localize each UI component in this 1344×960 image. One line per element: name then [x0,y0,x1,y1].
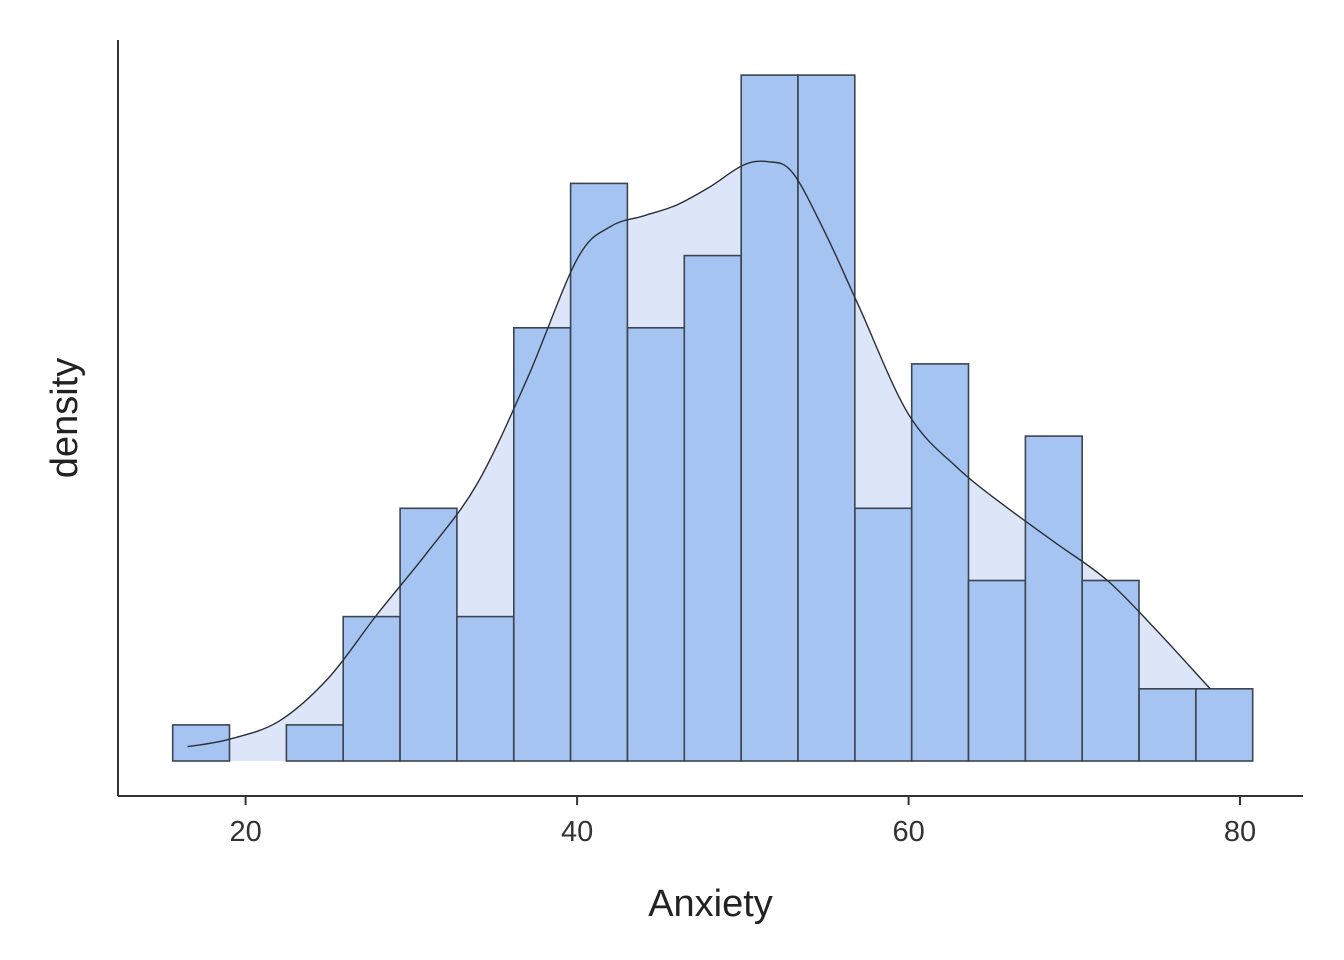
histogram-bar-8 [569,182,629,762]
histogram-bar-3 [285,724,344,762]
axes-layer [117,40,1303,797]
x-ticks-layer: 20 40 60 80 [229,796,1256,848]
x-axis-title: Anxiety [648,883,773,925]
histogram-bar-1 [171,724,231,762]
x-tick-label-20: 20 [229,816,261,848]
histogram-bar-14 [910,363,970,762]
bars-layer [171,74,1254,762]
histogram-bar-13 [854,507,913,762]
histogram-bar-19 [1195,687,1254,762]
density-line-layer [187,160,1211,748]
histogram-bar-4 [342,615,401,762]
x-tick-label-80: 80 [1224,816,1256,848]
histogram-bar-11 [740,74,799,762]
histogram-bar-12 [797,74,856,762]
histogram-bar-10 [683,254,742,762]
y-axis-title: density [44,358,86,478]
histogram-bar-16 [1024,435,1084,762]
histogram-bar-9 [626,326,686,762]
x-tick-label-60: 60 [892,816,924,848]
density-curve [187,160,1211,748]
histogram-bar-17 [1081,579,1140,762]
histogram-bar-15 [967,579,1027,762]
histogram-bar-5 [399,507,458,762]
histogram-bar-18 [1138,687,1197,762]
histogram-bar-7 [512,326,572,762]
histogram-bar-6 [456,615,515,762]
x-tick-label-40: 40 [561,816,593,848]
